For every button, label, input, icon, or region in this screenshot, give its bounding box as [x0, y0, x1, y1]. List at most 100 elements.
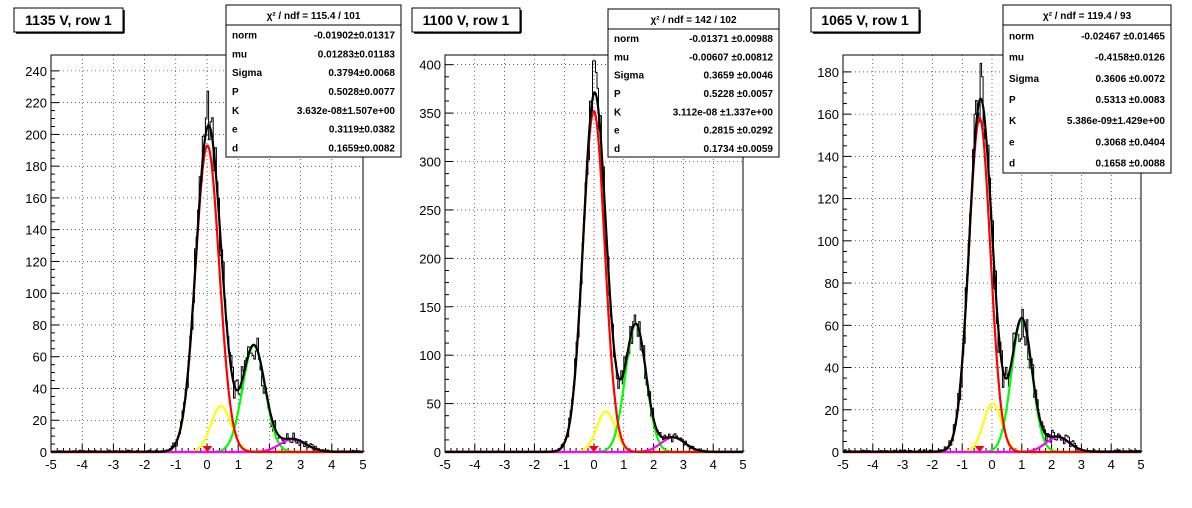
stats-param-value: 0.5313 ±0.0083 — [1096, 95, 1166, 106]
stats-param-name: d — [614, 144, 620, 155]
y-tick-label: 220 — [25, 96, 47, 111]
y-tick-label: 100 — [419, 348, 441, 363]
x-tick-label: -2 — [139, 457, 151, 472]
x-tick-label: -4 — [469, 457, 481, 472]
stats-param-value: 0.3659 ±0.0046 — [704, 71, 774, 82]
stats-param-name: K — [232, 106, 240, 117]
x-tick-label: 4 — [710, 457, 717, 472]
stats-param-name: e — [614, 126, 620, 137]
x-tick-label: -4 — [867, 457, 879, 472]
stats-frame — [225, 4, 402, 158]
stats-param-name: P — [232, 87, 239, 98]
title-box — [810, 7, 920, 33]
x-tick-label: -1 — [170, 457, 182, 472]
stats-param-name: K — [614, 107, 622, 118]
y-tick-label: 120 — [817, 192, 839, 207]
stats-param-value: 3.112e-08 ±1.337e+00 — [673, 107, 774, 118]
stats-param-name: e — [1009, 137, 1015, 148]
y-tick-label: 250 — [419, 203, 441, 218]
x-tick-label: 0 — [988, 457, 995, 472]
x-tick-label: 4 — [1108, 457, 1115, 472]
stats-param-name: Sigma — [232, 68, 262, 79]
y-tick-label: 20 — [33, 413, 47, 428]
y-tick-label: 140 — [25, 223, 47, 238]
y-tick-label: 60 — [825, 318, 839, 333]
stats-param-value: 0.1659±0.0082 — [328, 144, 395, 155]
x-tick-label: 5 — [1137, 457, 1144, 472]
chart-title: 1100 V, row 1 — [423, 12, 510, 28]
y-tick-label: 40 — [33, 381, 47, 396]
y-tick-label: 150 — [419, 300, 441, 315]
stats-param-value: 0.01283±0.01183 — [318, 49, 396, 60]
x-tick-label: 5 — [359, 457, 366, 472]
y-tick-label: 0 — [434, 445, 441, 460]
panel-1: -5 -4 -3 -2 -1 0 1 2 3 4 5 0 20 40 60 80 100 120 140 160 180… — [13, 4, 402, 472]
stats-param-value: 0.1658 ±0.0088 — [1096, 158, 1166, 169]
x-tick-label: 3 — [680, 457, 687, 472]
x-tick-label: -2 — [529, 457, 541, 472]
stats-param-value: -0.4158±0.0126 — [1095, 53, 1165, 64]
stats-box: χ² / ndf = 115.4 / 101 norm -0.01902±0.013… — [225, 4, 402, 158]
stats-param-name: norm — [1009, 32, 1034, 43]
y-tick-label: 0 — [40, 445, 47, 460]
stats-box: χ² / ndf = 142 / 102 norm -0.01371 ±0.0098… — [607, 8, 780, 158]
title-box — [411, 7, 521, 33]
stats-param-name: e — [232, 125, 238, 136]
x-tick-label: 5 — [739, 457, 746, 472]
stats-param-name: P — [614, 89, 621, 100]
stats-param-value: -0.01371 ±0.00988 — [689, 34, 773, 45]
y-tick-label: 200 — [25, 127, 47, 142]
stats-param-value: -0.01902±0.01317 — [314, 30, 396, 41]
y-tick-label: 350 — [419, 106, 441, 121]
total-fit-curve — [843, 97, 1141, 453]
stats-param-name: norm — [232, 30, 257, 41]
x-tick-label: 0 — [590, 457, 597, 472]
stats-param-value: -0.00607 ±0.00812 — [689, 52, 773, 63]
x-tick-label: -3 — [897, 457, 909, 472]
x-tick-label: 3 — [297, 457, 304, 472]
y-tick-label: 200 — [419, 251, 441, 266]
y-tick-label: 120 — [25, 254, 47, 269]
y-tick-label: 80 — [33, 318, 47, 333]
y-tick-label: 400 — [419, 58, 441, 73]
mu-marker — [202, 446, 213, 452]
x-tick-label: 1 — [620, 457, 627, 472]
x-tick-label: 2 — [1048, 457, 1055, 472]
stats-param-value: 0.3119±0.0382 — [329, 125, 396, 136]
stats-param-name: Sigma — [614, 71, 644, 82]
mu-marker — [588, 446, 599, 452]
y-tick-label: 100 — [25, 286, 47, 301]
stats-frame — [607, 8, 780, 158]
stats-param-name: mu — [614, 52, 629, 63]
stats-param-name: Sigma — [1009, 74, 1039, 85]
y-tick-label: 20 — [825, 403, 839, 418]
y-tick-label: 140 — [817, 149, 839, 164]
x-tick-label: -1 — [956, 457, 968, 472]
x-tick-label: -5 — [837, 457, 849, 472]
x-tick-label: -3 — [108, 457, 120, 472]
x-tick-label: -5 — [45, 457, 57, 472]
stats-box: χ² / ndf = 119.4 / 93 norm -0.02467 ±0.014… — [1002, 4, 1172, 174]
x-tick-label: -1 — [558, 457, 570, 472]
stats-param-value: 0.3606 ±0.0072 — [1096, 74, 1166, 85]
stats-param-name: P — [1009, 95, 1016, 106]
stats-param-value: 0.5028±0.0077 — [328, 87, 395, 98]
y-tick-label: 180 — [25, 159, 47, 174]
stats-param-value: 0.3068 ±0.0404 — [1096, 137, 1166, 148]
x-tick-label: -4 — [76, 457, 88, 472]
stats-header: χ² / ndf = 142 / 102 — [650, 15, 737, 26]
x-tick-label: 3 — [1078, 457, 1085, 472]
x-tick-label: 1 — [235, 457, 242, 472]
stats-param-value: 0.3794±0.0068 — [328, 68, 395, 79]
stats-param-value: 0.1734 ±0.0059 — [704, 144, 774, 155]
total-fit-curve — [445, 91, 743, 453]
x-tick-label: 2 — [266, 457, 273, 472]
stats-param-value: 5.386e-09±1.429e+00 — [1067, 116, 1166, 127]
total-fit-curve — [51, 124, 363, 453]
stats-header: χ² / ndf = 119.4 / 93 — [1043, 11, 1132, 22]
stats-param-name: K — [1009, 116, 1017, 127]
stats-param-value: 0.2815 ±0.0292 — [704, 126, 774, 137]
x-tick-label: 2 — [650, 457, 657, 472]
y-tick-label: 100 — [817, 234, 839, 249]
